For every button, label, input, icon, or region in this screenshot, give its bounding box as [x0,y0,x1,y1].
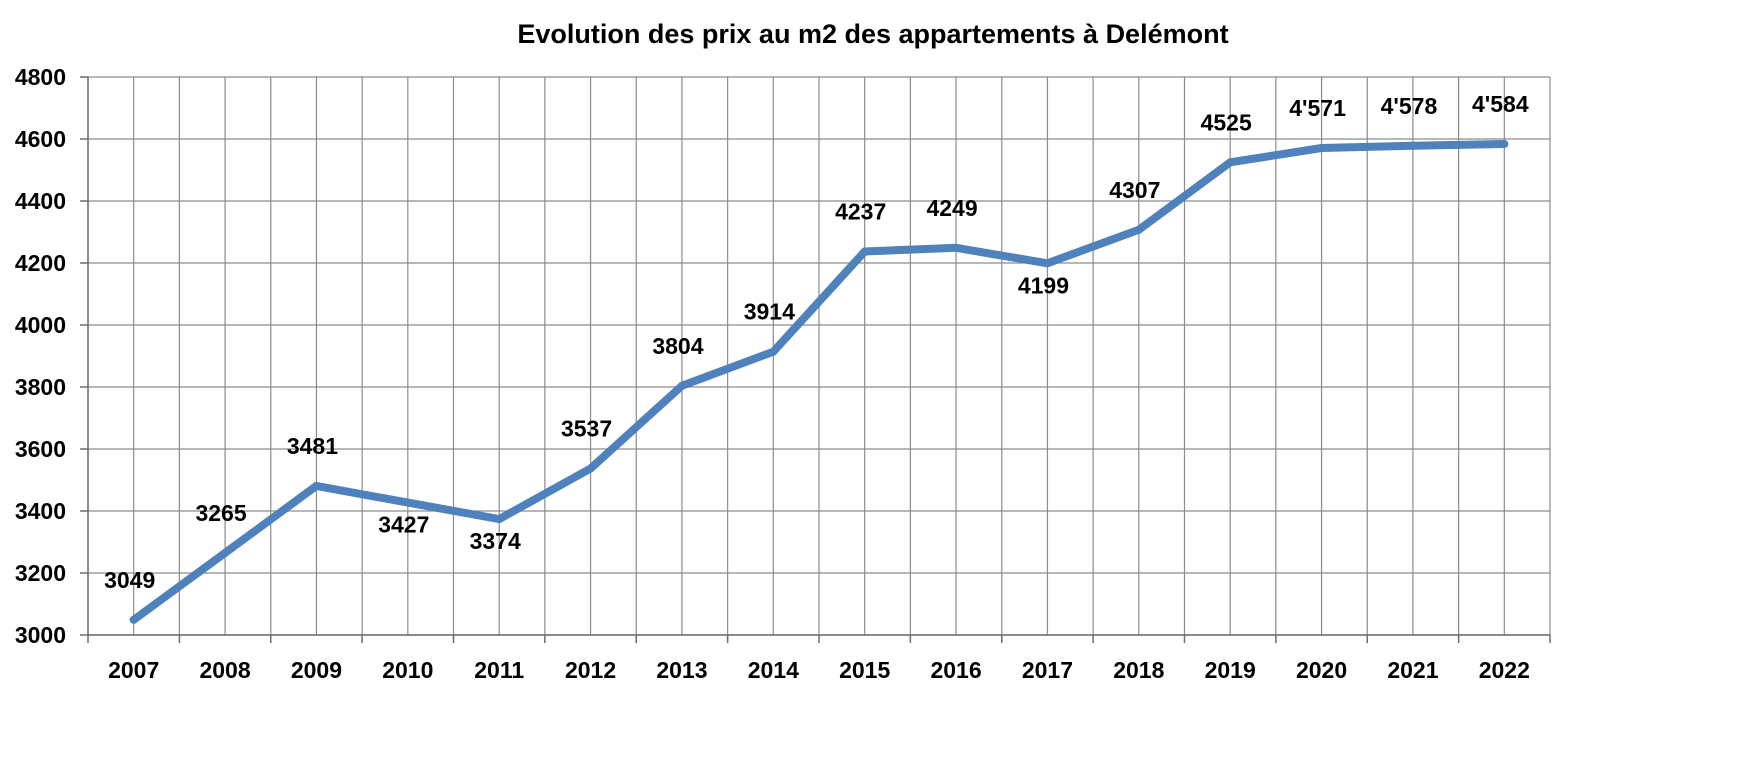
data-point [952,243,961,252]
y-tick-label: 3400 [15,498,66,524]
data-point [860,247,869,256]
x-tick-label: 2012 [565,657,616,683]
grid-lines [87,76,1551,636]
data-label: 4199 [1018,272,1069,298]
y-tick-label: 3800 [15,374,66,400]
data-label: 4525 [1201,109,1252,135]
y-tick-label: 4000 [15,312,66,338]
data-point [495,515,504,524]
x-tick-label: 2022 [1479,657,1530,683]
data-point [769,347,778,356]
x-tick-label: 2020 [1296,657,1347,683]
series-price [129,139,1509,624]
data-point [1226,158,1235,167]
x-tick-label: 2010 [382,657,433,683]
x-tick-label: 2011 [474,657,524,683]
data-point [1500,139,1509,148]
data-point [586,464,595,473]
data-point [1317,143,1326,152]
y-axis-ticks: 3000 3200 3400 3600 3800 4000 4200 4400 4600 4800 [15,64,66,648]
data-point [1408,141,1417,150]
data-label: 3265 [195,500,246,526]
x-tick-label: 2015 [839,657,890,683]
data-label: 3914 [744,299,795,325]
x-tick-label: 2017 [1022,657,1073,683]
y-tick-label: 3200 [15,560,66,586]
x-tick-label: 2021 [1387,657,1438,683]
x-tick-label: 2018 [1113,657,1164,683]
chart-title: Evolution des prix au m2 des appartement… [517,19,1228,49]
data-point [677,381,686,390]
data-point [221,548,230,557]
data-label: 3427 [378,512,429,538]
data-point [129,615,138,624]
data-point [403,498,412,507]
x-tick-label: 2016 [930,657,981,683]
data-label: 4307 [1109,177,1160,203]
data-label: 4'571 [1289,95,1346,121]
y-tick-label: 4200 [15,250,66,276]
x-tick-label: 2013 [656,657,707,683]
data-label: 3537 [561,416,612,442]
x-tick-label: 2009 [291,657,342,683]
data-labels: 3049 3265 3481 3427 3374 3537 3804 3914 4237 4249… [104,91,1529,593]
data-label: 3804 [652,333,703,359]
data-label: 4'578 [1381,93,1438,119]
y-tick-label: 4400 [15,188,66,214]
data-point [312,481,321,490]
y-tick-label: 4800 [15,64,66,90]
x-tick-label: 2008 [199,657,250,683]
x-tick-label: 2014 [748,657,799,683]
axes [80,76,1551,643]
y-tick-label: 3000 [15,622,66,648]
data-label: 3481 [287,433,338,459]
series-line [129,140,1509,624]
data-label: 3049 [104,567,155,593]
data-point [1043,259,1052,268]
data-label: 3374 [470,528,521,554]
data-label: 4'584 [1472,91,1529,117]
x-tick-label: 2019 [1205,657,1256,683]
y-tick-label: 4600 [15,126,66,152]
x-tick-label: 2007 [108,657,159,683]
x-axis-ticks: 2007 2008 2009 2010 2011 2012 2013 2014 2015 2016… [108,657,1530,683]
data-point [1134,225,1143,234]
y-tick-label: 3600 [15,436,66,462]
data-label: 4237 [835,199,886,225]
data-label: 4249 [926,195,977,221]
